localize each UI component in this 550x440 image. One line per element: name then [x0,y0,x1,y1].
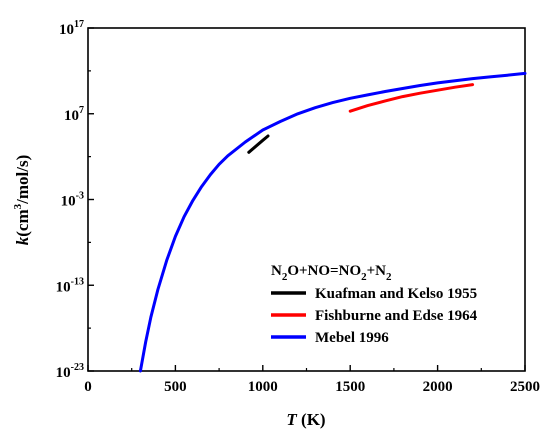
series-line [138,71,527,373]
legend-title-subscript: 2 [282,271,288,283]
series-lines [138,71,527,373]
x-axis-title: T (K) [286,410,325,429]
legend-label: Kuafman and Kelso 1955 [315,286,477,302]
legend-title: N2O+NO=NO2+N2 [271,263,392,283]
y-axis-title-sup: 3 [12,203,24,209]
y-tick-base: 10 [56,365,71,381]
x-axis-title-italic: T [286,410,297,429]
y-tick-label: 10-3 [61,191,84,210]
legend-label: Fishburne and Edse 1964 [315,308,478,324]
legend-title-subscript: 2 [386,271,392,283]
x-axis-title-rest: (K) [297,410,326,429]
y-tick-label: 1017 [59,19,84,38]
y-tick-exponent: -23 [71,362,84,373]
legend-title-text: +N [367,263,387,279]
x-tick-label: 2000 [423,379,453,395]
x-tick-label: 1500 [335,379,365,395]
legend-title-text: O+NO=NO [287,263,361,279]
legend-title-subscript: 2 [361,271,367,283]
y-tick-exponent: 7 [79,105,84,116]
y-tick-base: 10 [56,279,71,295]
series-line [348,83,475,113]
y-tick-base: 10 [64,108,79,124]
y-tick-base: 10 [61,194,76,210]
x-tick-label: 500 [164,379,187,395]
legend-label: Mebel 1996 [315,330,389,346]
y-axis-title-tail: /mol/s) [13,155,32,205]
x-tick-label: 1000 [248,379,278,395]
y-axis-title-italic: k [13,236,32,245]
y-axis-title-base: (cm [13,209,32,236]
y-tick-exponent: -13 [71,276,84,287]
y-axis-title: k(cm3/mol/s) [12,155,32,245]
y-tick-exponent: 17 [74,19,84,30]
x-ticks: 0 500 1000 1500 2000 2500 [84,365,540,395]
legend: N2O+NO=NO2+N2 Kuafman and Kelso 1955Fish… [271,263,478,346]
y-tick-exponent: -3 [76,191,84,202]
y-tick-label: 107 [64,105,84,124]
x-tick-label: 0 [84,379,92,395]
y-tick-base: 10 [59,22,74,38]
legend-title-text: N [271,263,282,279]
y-tick-label: 10-13 [56,276,84,295]
x-tick-label: 2500 [510,379,540,395]
y-tick-label: 10-23 [56,362,84,381]
series-line [247,134,270,154]
